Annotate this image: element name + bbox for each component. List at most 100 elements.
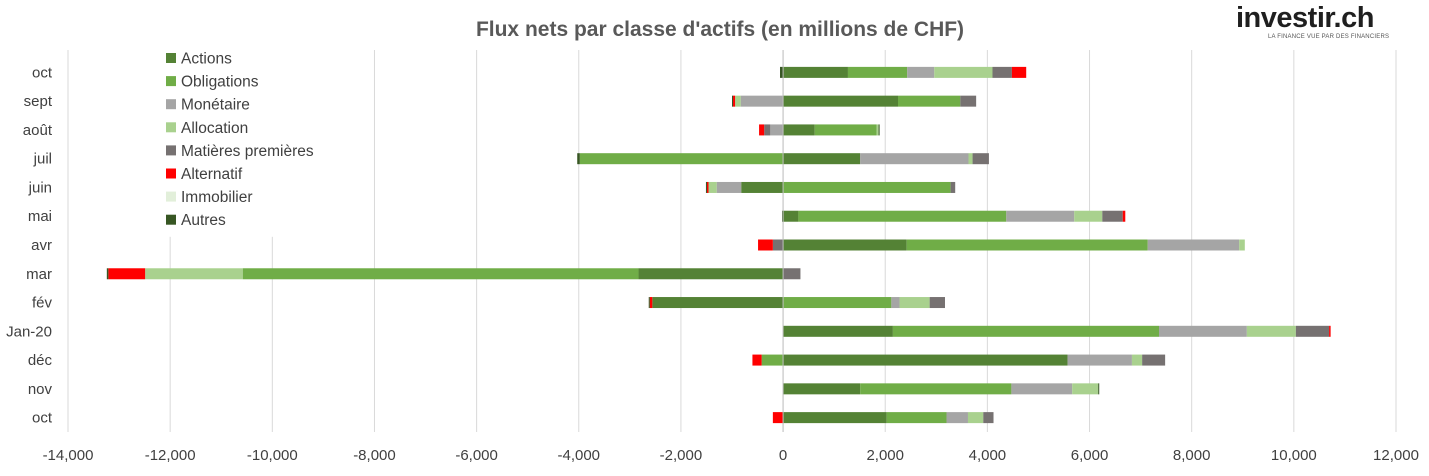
bar-allocation-0: [934, 66, 993, 78]
bar-allocation-12: [967, 412, 984, 424]
bar-alternatif-8: [649, 297, 653, 309]
x-tick-label: -10,000: [247, 447, 298, 464]
y-tick-label: Jan-20: [6, 323, 52, 340]
x-tick-label: 10,000: [1271, 447, 1317, 464]
bar-matieres-premieres-10: [1142, 354, 1166, 366]
bar-actions-0: [783, 66, 848, 78]
bar-alternatif-1: [733, 95, 736, 107]
bar-monetaire-10: [1067, 354, 1132, 366]
bar-allocation-9: [1246, 325, 1296, 337]
bar-matieres-premieres-3: [972, 153, 989, 165]
chart-title: Flux nets par classe d'actifs (en millio…: [476, 18, 964, 41]
x-tick-label: 2,000: [866, 447, 904, 464]
legend-label-immobilier: Immobilier: [181, 189, 252, 206]
bar-actions-5: [783, 210, 799, 222]
x-tick-label: -8,000: [353, 447, 396, 464]
axes: oct sept août juil juin mai avr mar fév Jan-20 déc…: [6, 50, 1419, 464]
legend-swatch-actions: [166, 53, 176, 63]
legend-swatch-obligations: [166, 76, 176, 87]
logo-wordmark: investir.ch: [1236, 2, 1374, 34]
bar-autres-3: [577, 153, 580, 165]
legend-label-alternatif: Alternatif: [181, 166, 243, 183]
bar-autres-2: [878, 124, 880, 136]
bar-monetaire-9: [1159, 325, 1247, 337]
bar-alternatif-10: [752, 354, 762, 366]
x-tick-label: -4,000: [557, 447, 600, 464]
bar-actions-9: [783, 325, 893, 337]
legend-swatch-allocation: [166, 122, 176, 133]
bar-allocation-4: [708, 181, 717, 193]
bar-matieres-premieres-2: [764, 124, 771, 136]
bar-actions-8: [652, 297, 784, 309]
y-tick-label: sept: [24, 93, 53, 110]
y-tick-label: mai: [28, 208, 52, 225]
legend-label-monetaire: Monétaire: [181, 97, 250, 114]
bar-monetaire-11: [1011, 383, 1073, 395]
bar-autres-8: [648, 297, 650, 309]
bar-obligations-5: [798, 210, 1007, 222]
bar-obligations-6: [906, 239, 1148, 251]
bar-allocation-1: [735, 95, 741, 107]
bar-obligations-7: [242, 268, 639, 280]
legend-label-autres: Autres: [181, 212, 226, 229]
bar-alternatif-9: [1329, 325, 1331, 337]
bar-monetaire-4: [716, 181, 742, 193]
legend-swatch-autres: [166, 214, 176, 225]
y-tick-label: mar: [26, 266, 52, 283]
bar-obligations-3: [579, 153, 784, 165]
x-tick-label: -2,000: [660, 447, 703, 464]
y-tick-label: juin: [28, 179, 52, 196]
bar-alternatif-12: [772, 412, 784, 424]
bar-obligations-10: [761, 354, 784, 366]
bar-actions-2: [783, 124, 815, 136]
bar-actions-7: [638, 268, 784, 280]
bar-alternatif-6: [758, 239, 773, 251]
legend-label-obligations: Obligations: [181, 74, 259, 91]
bar-matieres-premieres-1: [960, 95, 977, 107]
bar-alternatif-2: [759, 124, 765, 136]
bar-obligations-8: [783, 297, 892, 309]
bar-obligations-1: [898, 95, 961, 107]
legend-swatch-matieres-premieres: [166, 145, 176, 156]
bar-matieres-premieres-9: [1295, 325, 1330, 337]
legend-swatch-alternatif: [166, 168, 176, 179]
y-tick-label: juil: [33, 151, 52, 168]
bar-matieres-premieres-0: [992, 66, 1012, 78]
bar-actions-12: [783, 412, 887, 424]
bar-allocation-11: [1072, 383, 1099, 395]
legend-label-matieres-premieres: Matières premières: [181, 143, 314, 160]
bar-actions-11: [783, 383, 861, 395]
legend-label-actions: Actions: [181, 51, 232, 68]
bar-actions-1: [783, 95, 898, 107]
bar-monetaire-8: [891, 297, 900, 309]
bar-actions-3: [783, 153, 861, 165]
bar-obligations-2: [814, 124, 877, 136]
x-tick-label: 8,000: [1173, 447, 1211, 464]
legend: Actions Obligations Monétaire Allocation Mat…: [162, 46, 342, 237]
logo-tagline: LA FINANCE VUE PAR DES FINANCIERS: [1268, 34, 1390, 40]
bar-matieres-premieres-4: [950, 181, 956, 193]
bar-monetaire-6: [1147, 239, 1240, 251]
bar-obligations-11: [860, 383, 1012, 395]
bar-allocation-2: [876, 124, 879, 136]
bar-monetaire-12: [946, 412, 968, 424]
bar-alternatif-0: [1011, 66, 1027, 78]
bar-matieres-premieres-6: [772, 239, 784, 251]
x-tick-label: 12,000: [1373, 447, 1419, 464]
bars: [106, 66, 1331, 424]
legend-background: [162, 46, 342, 237]
bar-allocation-3: [968, 153, 973, 165]
y-tick-label: avr: [31, 237, 52, 254]
bar-monetaire-0: [907, 66, 935, 78]
legend-label-allocation: Allocation: [181, 120, 248, 137]
bar-autres-11: [1098, 383, 1100, 395]
y-tick-label: août: [23, 122, 53, 139]
bar-obligations-12: [886, 412, 947, 424]
bar-allocation-5: [1074, 210, 1103, 222]
bar-monetaire-3: [860, 153, 969, 165]
bar-allocation-6: [1239, 239, 1245, 251]
bar-actions-4: [741, 181, 784, 193]
bar-obligations-9: [892, 325, 1160, 337]
bar-allocation-10: [1131, 354, 1143, 366]
